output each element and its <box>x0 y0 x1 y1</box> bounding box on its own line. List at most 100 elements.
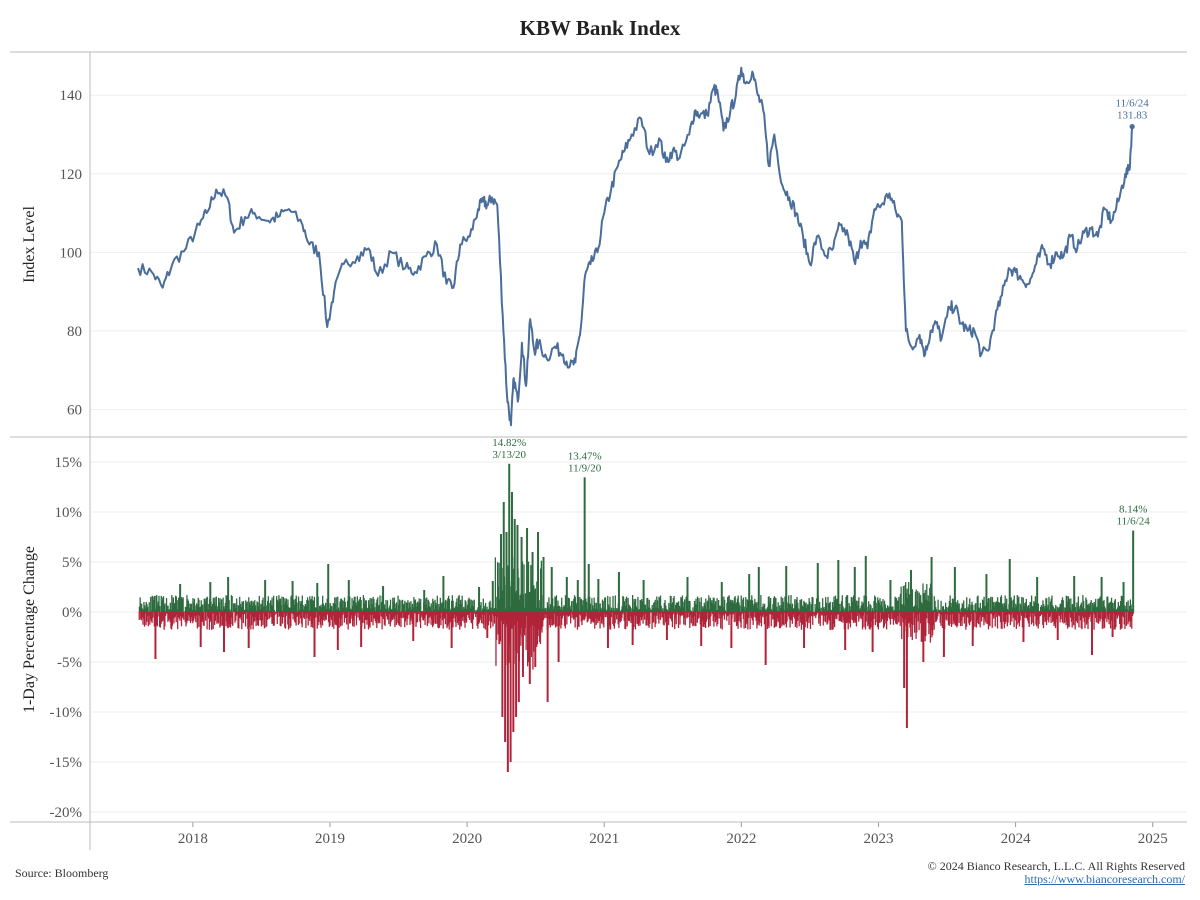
daily-change-bar <box>425 604 427 612</box>
daily-change-bar <box>674 612 676 630</box>
daily-change-bar <box>566 612 568 625</box>
daily-change-bar <box>769 602 771 612</box>
website-link[interactable]: https://www.biancoresearch.com/ <box>1024 872 1185 886</box>
daily-change-bar <box>971 612 974 646</box>
daily-change-bar <box>1003 606 1005 612</box>
daily-change-bar <box>661 612 663 618</box>
daily-change-bar <box>1060 612 1062 620</box>
daily-change-bar <box>912 612 914 626</box>
daily-change-bar <box>318 612 320 623</box>
daily-change-bar <box>440 603 442 612</box>
daily-change-bar <box>777 612 779 623</box>
daily-change-bar <box>1039 610 1041 612</box>
daily-change-bar <box>374 612 376 622</box>
daily-change-bar <box>846 595 849 612</box>
daily-change-bar <box>496 562 499 612</box>
daily-change-bar <box>914 591 917 612</box>
daily-change-bar <box>1030 602 1032 612</box>
daily-change-bar <box>392 612 394 620</box>
daily-change-bar <box>243 609 245 612</box>
daily-change-bar <box>1089 612 1091 615</box>
daily-change-bar <box>284 598 286 612</box>
daily-change-bar <box>343 597 346 612</box>
daily-change-bar <box>1002 603 1004 612</box>
daily-change-bar <box>871 608 874 612</box>
daily-change-bar <box>789 603 791 612</box>
daily-change-bar <box>1046 612 1048 614</box>
daily-change-bar <box>201 604 203 612</box>
daily-change-bar <box>1117 612 1119 615</box>
daily-change-bar <box>883 612 886 627</box>
daily-change-bar <box>651 612 653 630</box>
daily-change-bar <box>1082 600 1085 612</box>
daily-change-bar <box>794 604 797 612</box>
daily-change-bar <box>485 609 487 612</box>
daily-change-bar <box>1085 612 1088 625</box>
daily-change-bar <box>1058 607 1060 612</box>
daily-change-bar <box>556 606 558 612</box>
daily-change-bar <box>1032 606 1034 612</box>
daily-change-bar <box>339 601 341 612</box>
daily-change-bar <box>456 612 459 624</box>
daily-change-bar <box>705 598 707 612</box>
daily-change-bar <box>414 599 417 612</box>
daily-change-bar <box>273 609 276 612</box>
daily-change-bar <box>733 597 736 612</box>
daily-change-bar <box>604 597 606 612</box>
daily-change-bar <box>753 612 755 617</box>
daily-change-bar <box>356 596 359 612</box>
daily-change-bar <box>954 612 956 626</box>
daily-change-bar <box>378 604 380 612</box>
daily-change-bar <box>937 612 939 617</box>
daily-change-bar <box>644 612 646 614</box>
daily-change-bar <box>312 612 315 619</box>
daily-change-bar <box>187 599 189 612</box>
daily-change-bar <box>528 612 531 684</box>
daily-change-bar <box>791 612 794 624</box>
daily-change-bar <box>334 603 337 612</box>
daily-change-bar <box>171 595 173 612</box>
daily-change-bar <box>749 612 751 630</box>
daily-change-bar <box>703 612 705 627</box>
daily-change-bar <box>211 612 214 614</box>
daily-change-bar <box>1089 602 1092 612</box>
daily-change-bar <box>482 598 484 612</box>
daily-change-bar <box>626 612 628 627</box>
daily-change-bar <box>200 600 202 612</box>
daily-change-bar <box>484 602 487 612</box>
daily-change-bar <box>816 563 819 612</box>
daily-change-bar <box>593 597 595 612</box>
daily-change-bar <box>1020 612 1022 614</box>
daily-change-bar <box>886 607 888 612</box>
daily-change-bar <box>514 612 516 626</box>
daily-change-bar <box>144 608 147 612</box>
daily-change-bar <box>191 610 193 612</box>
daily-change-bar <box>742 597 745 612</box>
daily-change-bar <box>1012 599 1015 612</box>
daily-change-bar <box>208 612 211 630</box>
daily-change-bar <box>271 612 273 624</box>
daily-change-bar <box>253 603 255 612</box>
daily-change-bar <box>891 606 893 612</box>
daily-change-bar <box>868 601 870 612</box>
daily-change-bar <box>762 612 764 618</box>
daily-change-bar <box>855 612 858 627</box>
daily-change-bar <box>915 612 917 639</box>
daily-change-bar <box>290 612 292 627</box>
daily-change-bar <box>1103 612 1105 629</box>
daily-change-bar <box>598 612 600 622</box>
daily-change-bar <box>895 598 898 612</box>
daily-change-bar <box>199 606 202 612</box>
daily-change-bar <box>258 612 260 621</box>
daily-change-bar <box>1008 612 1010 614</box>
daily-change-bar <box>586 609 589 612</box>
daily-change-bar <box>926 600 929 612</box>
daily-change-bar <box>760 609 763 612</box>
daily-change-bar <box>418 612 420 613</box>
daily-change-bar <box>776 610 779 612</box>
daily-change-bar <box>781 612 784 625</box>
daily-change-bar <box>1125 601 1128 612</box>
daily-change-bar <box>482 612 484 625</box>
daily-change-bar <box>643 612 646 620</box>
daily-change-bar <box>908 594 911 612</box>
